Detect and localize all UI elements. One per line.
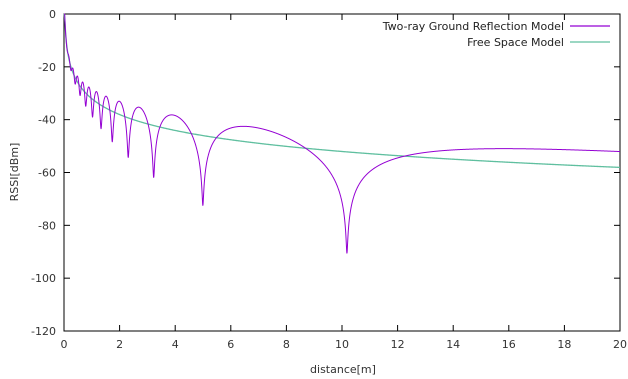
x-axis-ticks: 0 2 4 6 8 10 12 14 16 18 20 xyxy=(61,14,627,351)
x-tick-label: 8 xyxy=(283,338,290,351)
x-tick-label: 4 xyxy=(172,338,179,351)
series-line-two-ray xyxy=(63,13,621,254)
legend-label-free-space: Free Space Model xyxy=(467,36,564,49)
legend-label-two-ray: Two-ray Ground Reflection Model xyxy=(382,20,564,33)
x-tick-label: 20 xyxy=(613,338,627,351)
y-tick-label: -120 xyxy=(31,325,56,338)
y-tick-label: 0 xyxy=(49,8,56,21)
x-tick-label: 10 xyxy=(335,338,349,351)
x-tick-label: 14 xyxy=(446,338,460,351)
y-tick-label: -40 xyxy=(38,114,56,127)
plot-border xyxy=(63,13,621,332)
y-axis-ticks: 0 -20 -40 -60 -80 -100 -120 xyxy=(31,8,620,338)
x-tick-label: 2 xyxy=(116,338,123,351)
series-line-free-space xyxy=(63,13,621,169)
y-axis-label: RSSI[dBm] xyxy=(8,143,21,202)
y-tick-label: -60 xyxy=(38,167,56,180)
y-tick-label: -100 xyxy=(31,272,56,285)
y-tick-label: -80 xyxy=(38,219,56,232)
plot-frame xyxy=(63,13,621,332)
x-tick-label: 16 xyxy=(502,338,516,351)
x-tick-label: 0 xyxy=(61,338,68,351)
legend: Two-ray Ground Reflection Model Free Spa… xyxy=(382,20,610,49)
y-tick-label: -20 xyxy=(38,61,56,74)
x-tick-label: 12 xyxy=(391,338,405,351)
x-axis-label: distance[m] xyxy=(310,363,376,376)
series-layer xyxy=(63,13,621,254)
x-tick-label: 18 xyxy=(557,338,571,351)
x-tick-label: 6 xyxy=(227,338,234,351)
